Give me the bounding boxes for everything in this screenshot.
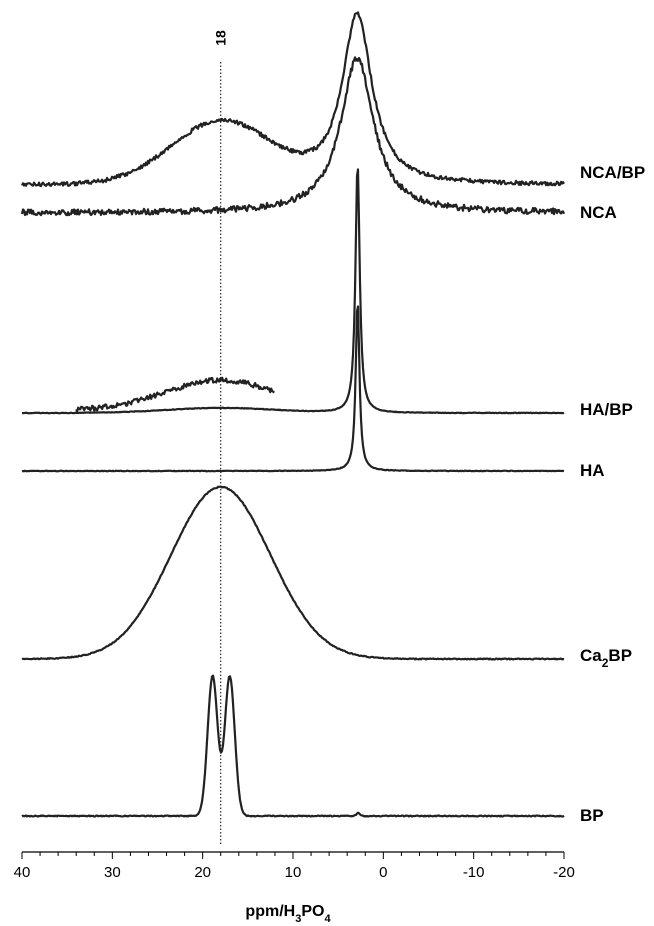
reference-line-group: 18: [213, 30, 229, 845]
x-tick-label: -10: [463, 864, 485, 881]
series-label-ha-bp: HA/BP: [580, 400, 633, 419]
series-label-ha: HA: [580, 461, 605, 480]
trace-ca2bp: [21, 485, 565, 661]
trace-ha-bp-expansion: [75, 376, 275, 413]
x-tick-label: 20: [194, 864, 211, 881]
x-tick-label: -20: [553, 864, 575, 881]
x-axis-title: ppm/H3PO4: [245, 903, 331, 925]
trace-nca-bp: [21, 11, 565, 188]
x-tick-label: 30: [104, 864, 121, 881]
reference-line-label: 18: [213, 30, 229, 46]
x-axis-title-group: ppm/H3PO4: [245, 903, 331, 925]
trace-nca: [20, 56, 566, 217]
trace-ha: [21, 305, 565, 473]
series-label-ca2bp: Ca2BP: [580, 646, 632, 670]
x-tick-label: 0: [379, 864, 387, 881]
spectra-traces: [20, 11, 566, 818]
x-axis: 40 30 20 10 0 -10 -20: [14, 851, 575, 881]
trace-ha-bp: [21, 168, 565, 415]
trace-bp: [21, 674, 565, 818]
series-label-nca-bp: NCA/BP: [580, 163, 645, 182]
series-label-bp: BP: [580, 806, 604, 825]
series-label-nca: NCA: [580, 203, 617, 222]
x-tick-label: 40: [14, 864, 31, 881]
series-labels: NCA/BP NCA HA/BP HA Ca2BP BP: [580, 163, 645, 825]
x-tick-label: 10: [285, 864, 302, 881]
